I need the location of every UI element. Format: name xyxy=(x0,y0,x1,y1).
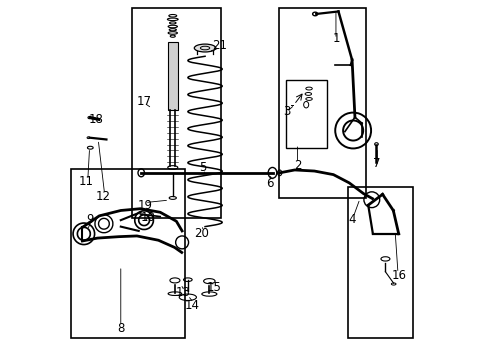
Text: 8: 8 xyxy=(117,322,124,335)
Text: 7: 7 xyxy=(373,157,380,170)
Text: 4: 4 xyxy=(347,213,355,226)
Text: 19: 19 xyxy=(137,199,152,212)
Text: 16: 16 xyxy=(390,269,406,282)
Bar xyxy=(285,80,326,148)
Ellipse shape xyxy=(194,44,215,52)
Text: 3: 3 xyxy=(283,105,290,118)
Text: 14: 14 xyxy=(184,299,200,312)
Text: 2: 2 xyxy=(293,159,301,172)
Bar xyxy=(167,42,178,110)
Text: 11: 11 xyxy=(79,175,93,188)
Text: 6: 6 xyxy=(265,177,273,190)
Bar xyxy=(278,8,366,198)
Text: 1: 1 xyxy=(331,32,339,45)
Text: 17: 17 xyxy=(136,95,151,108)
Text: 5: 5 xyxy=(199,161,206,174)
Text: 18: 18 xyxy=(88,113,103,126)
Text: 13: 13 xyxy=(176,287,191,300)
Text: 12: 12 xyxy=(95,190,110,203)
Text: 10: 10 xyxy=(140,211,155,224)
Text: 21: 21 xyxy=(211,39,226,52)
Bar xyxy=(131,8,221,218)
Text: 9: 9 xyxy=(86,213,94,226)
Bar xyxy=(348,187,412,338)
Bar xyxy=(70,169,185,338)
Text: 20: 20 xyxy=(194,227,208,240)
Text: 15: 15 xyxy=(206,281,221,294)
